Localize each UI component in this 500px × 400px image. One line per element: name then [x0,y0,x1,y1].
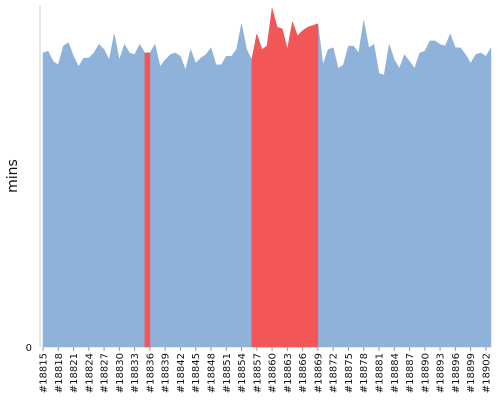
x-tick-label: #18818 [54,353,65,393]
highlight-series-area-1 [144,52,151,348]
x-tick-label: #18857 [252,353,263,393]
x-tick-label: #18881 [375,353,386,393]
x-tick-label: #18887 [405,353,416,393]
x-tick-label: #18842 [176,353,187,393]
y-tick-label: 0 [26,343,32,354]
x-tick-label: #18848 [207,353,218,393]
x-tick-label: #18824 [84,353,95,393]
x-tick-label: #18863 [283,353,294,393]
x-tick-label: #18827 [100,353,111,393]
x-tick-label: #18890 [420,353,431,393]
x-tick-label: #18896 [451,353,462,393]
area-layer [42,8,492,348]
x-tick-label: #18866 [298,353,309,393]
x-tick-label: #18836 [145,353,156,393]
x-tick-labels: #18815 #18818 #18821 #18824 #18827 #18830 #188… [39,347,492,393]
x-tick-label: #18830 [115,353,126,393]
x-tick-label: #18845 [191,353,202,393]
x-tick-label: #18884 [390,353,401,393]
x-tick-label: #18839 [161,353,172,393]
x-tick-label: #18851 [222,353,233,393]
y-axis-label: mins [5,159,21,193]
x-tick-label: #18893 [436,353,447,393]
x-tick-label: #18860 [268,353,279,393]
x-tick-label: #18899 [466,353,477,393]
x-tick-label: #18821 [69,353,80,393]
x-tick-label: #18869 [313,353,324,393]
x-tick-label: #18833 [130,353,141,393]
x-tick-label: #18875 [344,353,355,393]
x-tick-label: #18878 [359,353,370,393]
x-tick-label: #18854 [237,353,248,393]
x-tick-label: #18815 [39,353,50,393]
highlight-series-area-2 [251,8,319,348]
x-tick-label: #18902 [481,353,492,393]
x-tick-label: #18872 [329,353,340,393]
